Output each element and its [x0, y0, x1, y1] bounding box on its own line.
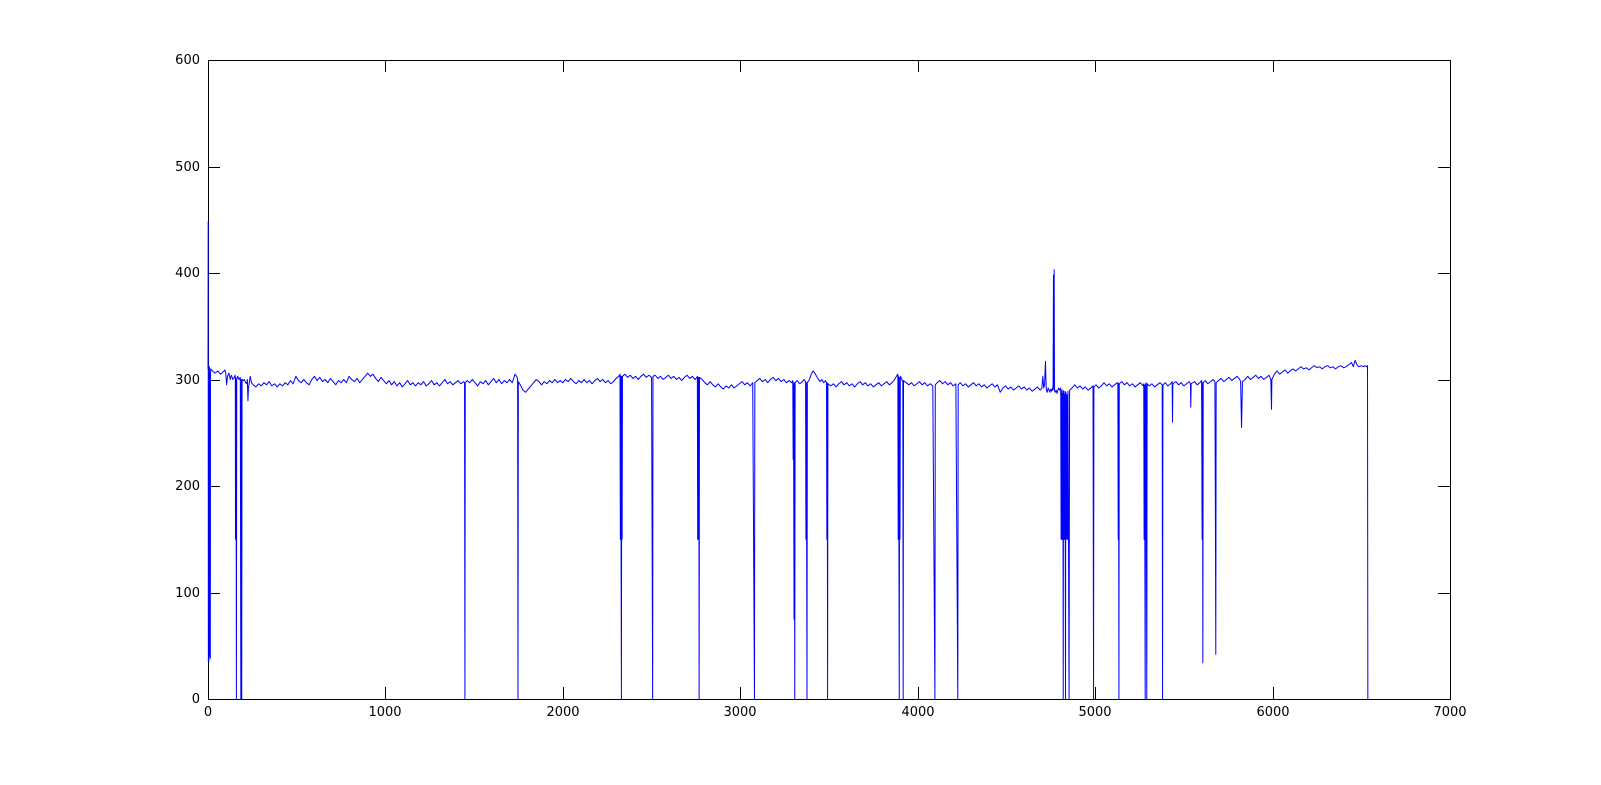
series-line-signal: [207, 221, 1369, 700]
x-tick-label: 6000: [1256, 705, 1289, 720]
y-tick-label: 600: [175, 53, 200, 68]
y-tick-label: 400: [175, 266, 200, 281]
x-tick-label: 3000: [723, 705, 756, 720]
x-tick-label: 2000: [546, 705, 579, 720]
y-tick-label: 500: [175, 160, 200, 175]
axes-box: [208, 60, 1451, 700]
x-tick-label: 5000: [1078, 705, 1111, 720]
y-tick-label: 100: [175, 586, 200, 601]
y-tick-label: 0: [192, 692, 200, 707]
x-tick-label: 0: [204, 705, 212, 720]
x-tick-label: 7000: [1433, 705, 1466, 720]
x-tick-label: 4000: [901, 705, 934, 720]
y-tick-label: 300: [175, 373, 200, 388]
y-tick-label: 200: [175, 479, 200, 494]
x-tick-label: 1000: [368, 705, 401, 720]
